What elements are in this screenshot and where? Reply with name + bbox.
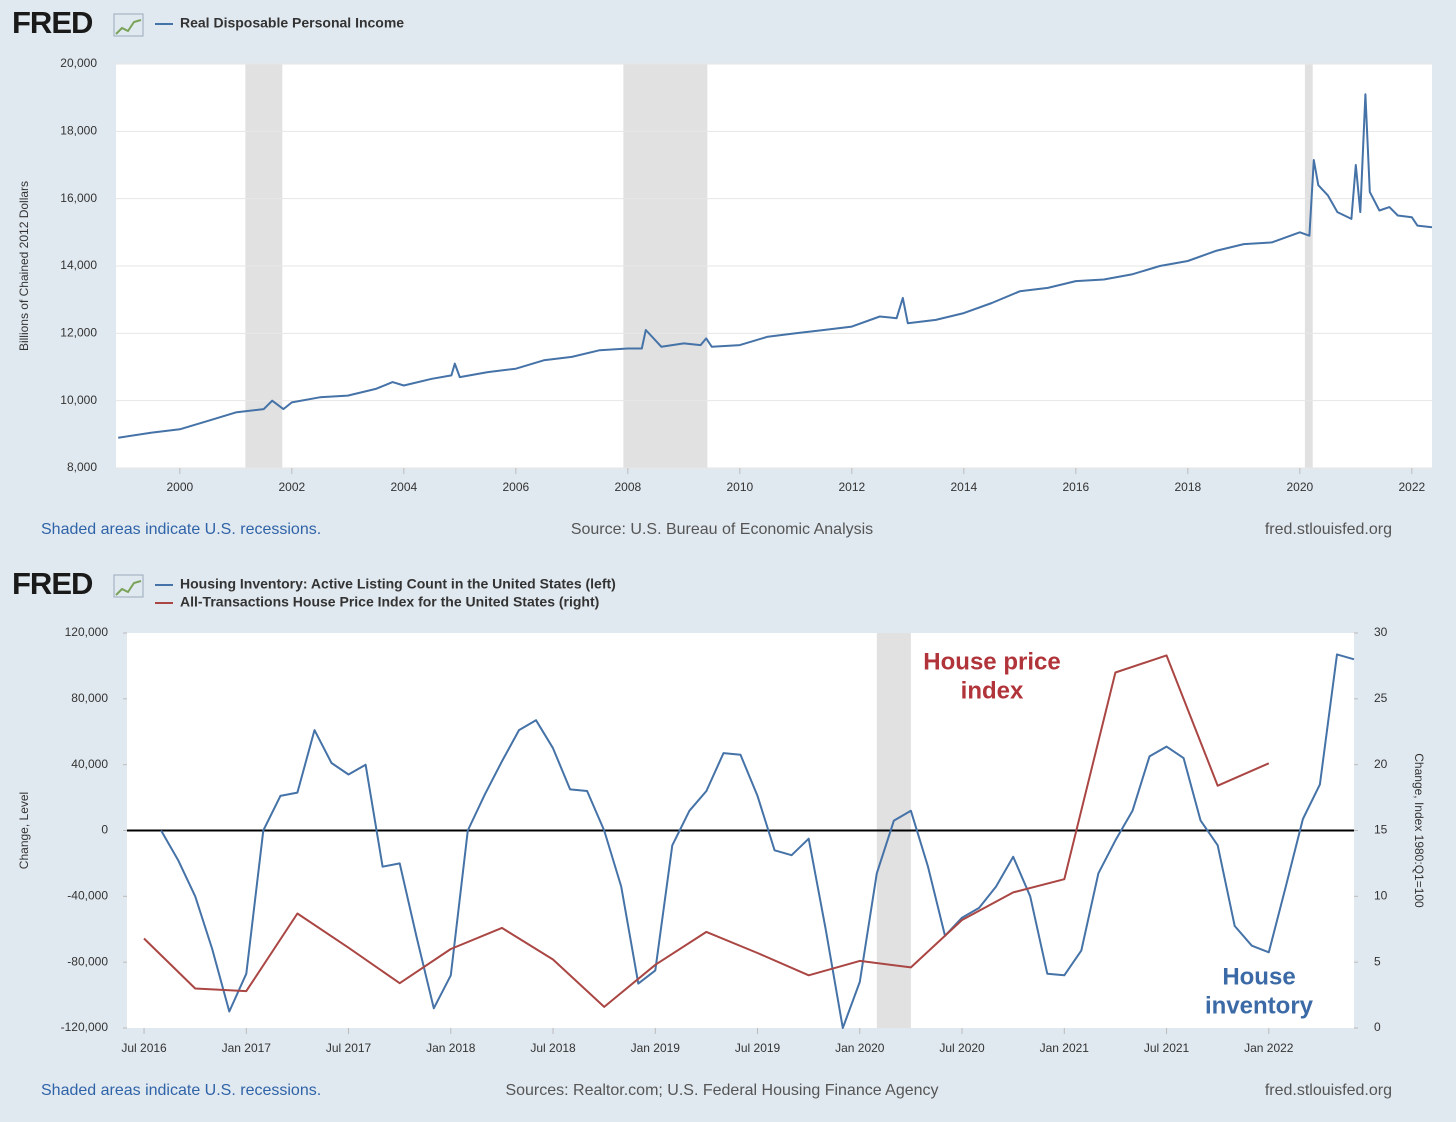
annotation: inventory — [1205, 992, 1314, 1019]
y-tick-label: 12,000 — [60, 326, 97, 340]
y-tick-label: 120,000 — [65, 625, 109, 639]
logo: FRED — [12, 5, 93, 40]
y-axis-label: Change, Level — [17, 792, 31, 869]
series-line — [160, 653, 1355, 1029]
y2-tick-label: 5 — [1374, 954, 1381, 968]
y-tick-label: 0 — [101, 823, 108, 837]
x-tick-label: Jan 2018 — [426, 1041, 476, 1055]
x-tick-label: Jul 2021 — [1144, 1041, 1190, 1055]
y-tick-label: 8,000 — [67, 460, 97, 474]
footer-note: Shaded areas indicate U.S. recessions. — [41, 1082, 321, 1099]
legend-label: Housing Inventory: Active Listing Count … — [180, 576, 616, 592]
annotation: House price — [923, 648, 1060, 675]
series-line — [118, 93, 1433, 439]
y2-axis-label: Change, Index 1980:Q1=100 — [1412, 753, 1426, 908]
y2-tick-label: 20 — [1374, 757, 1388, 771]
y-tick-label: -120,000 — [61, 1020, 109, 1034]
x-tick-label: 2018 — [1174, 480, 1201, 494]
logo-icon-frame — [113, 574, 144, 598]
x-tick-label: 2010 — [726, 480, 753, 494]
y-tick-label: 20,000 — [60, 56, 97, 70]
y2-tick-label: 15 — [1374, 823, 1388, 837]
y2-tick-label: 10 — [1374, 889, 1388, 903]
y2-tick-label: 0 — [1374, 1020, 1381, 1034]
y-tick-label: 18,000 — [60, 124, 97, 138]
x-tick-label: 2020 — [1286, 480, 1313, 494]
x-tick-label: 2022 — [1398, 480, 1425, 494]
logo: FRED — [12, 566, 93, 601]
y-axis-label: Billions of Chained 2012 Dollars — [17, 181, 31, 351]
y2-tick-label: 25 — [1374, 691, 1388, 705]
x-tick-label: 2004 — [390, 480, 417, 494]
series-line — [143, 654, 1270, 1008]
x-tick-label: Jan 2021 — [1040, 1041, 1090, 1055]
x-tick-label: 2008 — [614, 480, 641, 494]
y-tick-label: -40,000 — [67, 889, 108, 903]
y-tick-label: -80,000 — [67, 954, 108, 968]
footer-source: Source: U.S. Bureau of Economic Analysis — [571, 521, 873, 538]
x-tick-label: 2002 — [278, 480, 305, 494]
annotation: index — [961, 677, 1024, 704]
legend-label: All-Transactions House Price Index for t… — [180, 594, 599, 610]
x-tick-label: Jul 2017 — [326, 1041, 372, 1055]
x-tick-label: 2012 — [838, 480, 865, 494]
x-tick-label: 2016 — [1062, 480, 1089, 494]
footer-source: Sources: Realtor.com; U.S. Federal Housi… — [505, 1082, 938, 1099]
legend-label: Real Disposable Personal Income — [180, 15, 404, 31]
x-tick-label: Jan 2020 — [835, 1041, 885, 1055]
y-tick-label: 10,000 — [60, 393, 97, 407]
x-tick-label: Jul 2020 — [939, 1041, 985, 1055]
footer-site: fred.stlouisfed.org — [1265, 521, 1392, 538]
x-tick-label: Jul 2018 — [530, 1041, 576, 1055]
y2-tick-label: 30 — [1374, 625, 1388, 639]
y-tick-label: 14,000 — [60, 258, 97, 272]
footer-note: Shaded areas indicate U.S. recessions. — [41, 521, 321, 538]
y-tick-label: 16,000 — [60, 191, 97, 205]
logo-icon — [115, 19, 142, 35]
x-tick-label: 2000 — [166, 480, 193, 494]
footer-site: fred.stlouisfed.org — [1265, 1082, 1392, 1099]
x-tick-label: Jul 2019 — [735, 1041, 781, 1055]
x-tick-label: Jan 2022 — [1244, 1041, 1294, 1055]
x-tick-label: 2006 — [502, 480, 529, 494]
logo-icon-frame — [113, 13, 144, 37]
x-tick-label: Jul 2016 — [121, 1041, 167, 1055]
y-tick-label: 80,000 — [71, 691, 108, 705]
annotation: House — [1222, 963, 1295, 990]
x-tick-label: 2014 — [950, 480, 977, 494]
x-tick-label: Jan 2017 — [222, 1041, 272, 1055]
x-tick-label: Jan 2019 — [631, 1041, 681, 1055]
y-tick-label: 40,000 — [71, 757, 108, 771]
logo-icon — [115, 580, 142, 596]
